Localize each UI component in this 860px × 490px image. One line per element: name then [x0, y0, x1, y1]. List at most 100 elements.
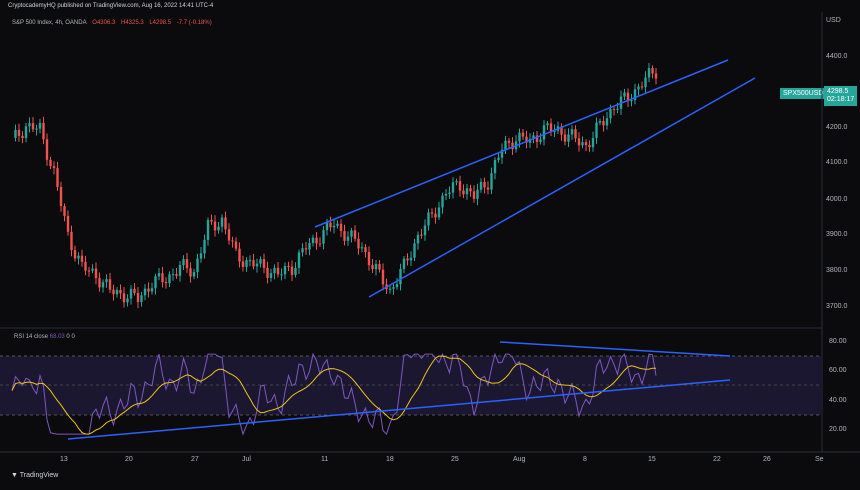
candle-body	[406, 258, 409, 261]
candle-body	[437, 207, 441, 218]
candle-body	[122, 293, 126, 303]
candle-body	[374, 264, 378, 270]
candle-body	[84, 261, 87, 271]
candle-body	[637, 86, 640, 90]
candle-body	[343, 231, 346, 241]
candle-body	[38, 122, 42, 129]
candle-body	[234, 241, 238, 249]
candle-body	[189, 268, 192, 277]
candle-body	[150, 288, 154, 292]
candle-body	[266, 267, 269, 278]
candle-body	[210, 219, 213, 222]
candle-body	[42, 122, 45, 140]
candle-body	[280, 274, 283, 276]
candle-body	[535, 135, 539, 142]
candle-body	[605, 118, 609, 126]
candle-body	[507, 140, 511, 143]
candle-body	[609, 109, 612, 119]
wedge-lower-trendline	[368, 77, 756, 298]
time-label: Jul	[242, 456, 251, 463]
candle-body	[574, 129, 577, 139]
candle-body	[126, 298, 129, 303]
candle-body	[241, 261, 245, 267]
candle-body	[626, 92, 630, 102]
candle-body	[371, 265, 374, 270]
time-label: 27	[191, 456, 199, 463]
candle-body	[602, 121, 605, 126]
candle-body	[549, 123, 553, 132]
candle-body	[633, 89, 637, 101]
candle-body	[654, 73, 658, 79]
candle-body	[427, 212, 430, 226]
candle-body	[381, 269, 385, 285]
candle-body	[45, 139, 49, 160]
candle-body	[147, 288, 150, 292]
candle-body	[318, 243, 322, 245]
candle-body	[231, 240, 234, 242]
candle-body	[399, 269, 402, 285]
brand-text: TradingView	[19, 472, 59, 479]
candle-body	[416, 234, 420, 244]
candle-body	[262, 259, 266, 268]
candle-body	[91, 268, 94, 271]
candle-body	[598, 121, 602, 123]
candle-body	[651, 68, 654, 74]
candle-body	[402, 258, 406, 270]
candle-body	[441, 195, 444, 208]
candle-body	[483, 181, 486, 188]
candle-body	[308, 243, 311, 250]
candle-body	[360, 247, 364, 249]
symbol-tag[interactable]: SPX500USD	[780, 88, 827, 99]
candle-body	[542, 125, 546, 140]
candle-body	[245, 260, 248, 267]
candle-body	[52, 166, 56, 169]
candle-body	[563, 134, 567, 142]
candle-body	[332, 225, 336, 228]
candle-body	[259, 259, 262, 264]
candle-body	[105, 279, 108, 283]
candle-body	[311, 237, 315, 244]
candle-body	[511, 142, 514, 150]
candle-body	[388, 288, 392, 290]
publish-line: CryptocademyHQ published on TradingView.…	[8, 3, 214, 9]
candle-body	[143, 288, 147, 296]
candle-body	[469, 188, 472, 192]
candle-body	[444, 193, 448, 196]
candle-body	[346, 236, 350, 241]
candle-body	[154, 276, 157, 289]
rsi-line	[11, 352, 657, 436]
candle-body	[24, 126, 28, 139]
wedge-upper-trendline	[314, 59, 729, 228]
candle-body	[553, 130, 556, 132]
candle-body	[182, 259, 185, 266]
price-label: 4400.0	[826, 53, 848, 60]
candle-body	[227, 229, 231, 241]
candle-body	[192, 272, 196, 277]
rsi-axis-label: 60.00	[829, 367, 847, 374]
rsi-value: 68.03	[49, 334, 65, 340]
candle-body	[238, 248, 241, 262]
candle-body	[206, 219, 210, 240]
rsi-extra: 0	[66, 334, 70, 340]
price-label: 3800.0	[826, 267, 848, 274]
tradingview-logo[interactable]: ▼ TradingView	[11, 472, 58, 479]
candle-body	[213, 221, 217, 231]
candle-body	[49, 159, 52, 167]
rsi-legend[interactable]: RSI 14 close 68.03 0 0	[14, 334, 75, 340]
candle-body	[476, 189, 479, 199]
candle-body	[63, 206, 66, 216]
candle-body	[434, 213, 437, 218]
symbol-line[interactable]: S&P 500 Index, 4h, OANDA	[12, 20, 87, 26]
time-label: 20	[125, 456, 133, 463]
candle-body	[647, 68, 651, 78]
candle-body	[217, 226, 220, 231]
candle-body	[539, 139, 542, 142]
candle-body	[630, 100, 633, 102]
rsi-extra2: 0	[71, 334, 75, 340]
candle-body	[164, 282, 168, 284]
candle-body	[560, 126, 563, 135]
candle-body	[283, 266, 287, 275]
currency-label: USD	[826, 17, 841, 24]
candle-body	[364, 247, 367, 252]
